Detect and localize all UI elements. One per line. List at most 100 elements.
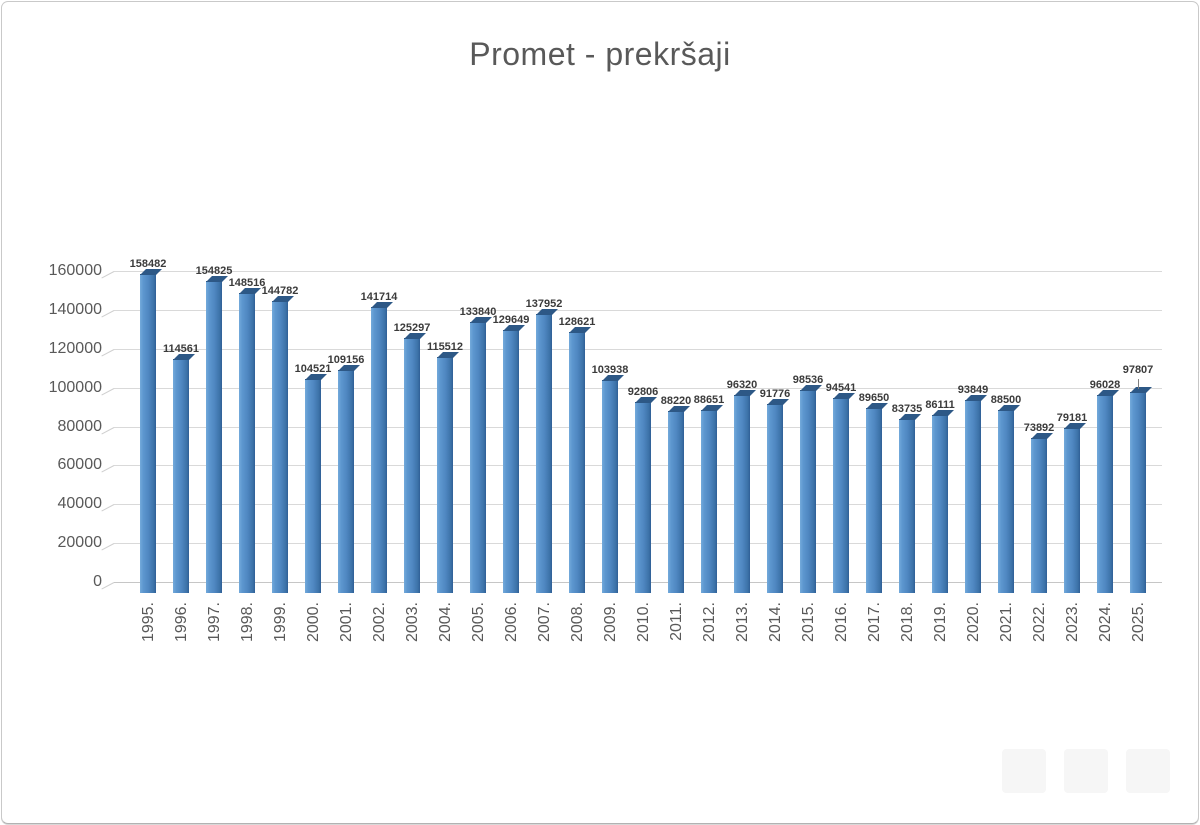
bar <box>305 373 327 593</box>
bar-data-label: 103938 <box>591 363 629 376</box>
bar <box>866 402 888 593</box>
x-tick-label: 2021. <box>998 602 1015 643</box>
bar-data-label: 129649 <box>492 313 530 326</box>
x-tick-label: 2023. <box>1064 602 1081 643</box>
bar <box>635 396 657 593</box>
bar-data-label: 137952 <box>525 297 563 310</box>
y-tick-label: 160000 <box>48 262 102 279</box>
bar <box>602 374 624 593</box>
bar <box>833 393 855 593</box>
bar-data-label: 109156 <box>327 353 365 366</box>
bar-data-label: 83735 <box>891 403 923 416</box>
bar <box>668 405 690 593</box>
bar-data-label: 96320 <box>726 378 758 391</box>
gridline-depth-tick <box>101 309 115 318</box>
y-tick-label: 60000 <box>57 456 103 474</box>
bar-data-label: 154825 <box>195 265 233 278</box>
gridline-depth-tick <box>101 465 115 473</box>
x-tick-label: 2002. <box>371 602 388 643</box>
x-tick-label: 2005. <box>470 602 487 643</box>
bar-data-label: 97807 <box>1122 363 1154 376</box>
bar-data-label: 133840 <box>459 305 497 318</box>
gridline-depth-tick <box>101 387 115 396</box>
chart-title: Promet - prekršaji <box>469 36 731 72</box>
bar <box>536 308 558 593</box>
gridline-depth-tick <box>101 543 115 551</box>
x-tick-label: 2014. <box>767 602 784 643</box>
bar-data-label: 92806 <box>627 385 659 398</box>
x-tick-label: 2019. <box>932 602 949 643</box>
bar-data-label: 115512 <box>426 341 464 354</box>
y-tick-label: 120000 <box>48 339 102 357</box>
gridline <box>114 348 1162 350</box>
y-tick-label: 40000 <box>57 495 103 513</box>
gridline <box>114 271 1162 272</box>
bar-data-label: 88220 <box>660 394 692 407</box>
x-tick-label: 2010. <box>635 602 652 643</box>
bar-data-label: 96028 <box>1089 379 1121 392</box>
x-tick-label: 1999. <box>272 602 289 643</box>
data-label-leader-line <box>1138 378 1139 389</box>
bar-data-label: 98536 <box>792 374 824 387</box>
bar-data-label: 141714 <box>360 290 398 303</box>
bar-data-label: 94541 <box>825 382 857 395</box>
x-tick-label: 2006. <box>503 602 520 643</box>
x-tick-label: 2017. <box>866 602 883 643</box>
x-tick-label: 2000. <box>305 602 322 643</box>
bar <box>899 414 921 593</box>
watermark <box>1002 749 1170 793</box>
bar-data-label: 104521 <box>294 362 332 375</box>
bar-data-label: 79181 <box>1056 412 1088 425</box>
x-tick-label: 2012. <box>701 602 718 643</box>
y-tick-label: 20000 <box>57 534 103 552</box>
x-tick-label: 2025. <box>1130 602 1147 643</box>
x-tick-label: 2003. <box>404 602 421 643</box>
y-tick-label: 100000 <box>48 378 102 396</box>
bar-data-label: 88500 <box>990 393 1022 406</box>
bar-data-label: 73892 <box>1023 422 1055 435</box>
y-tick-label: 80000 <box>57 417 103 435</box>
gridline <box>114 309 1162 311</box>
x-tick-label: 2015. <box>800 602 817 643</box>
x-tick-label: 2007. <box>536 602 553 643</box>
bar-data-label: 114561 <box>162 343 200 356</box>
bar-data-label: 128621 <box>558 315 596 328</box>
watermark-square-icon <box>1064 749 1108 793</box>
x-tick-label: 2024. <box>1097 602 1114 643</box>
x-tick-label: 2018. <box>899 602 916 643</box>
bar <box>338 364 360 593</box>
x-tick-label: 2004. <box>437 602 454 643</box>
y-tick-label: 0 <box>93 573 102 590</box>
bar <box>206 276 228 593</box>
bar <box>272 295 294 593</box>
bar-data-label: 125297 <box>393 322 431 335</box>
bar <box>767 398 789 593</box>
bar <box>503 324 525 593</box>
x-tick-label: 2001. <box>338 602 355 643</box>
y-tick-label: 140000 <box>48 300 102 318</box>
bar <box>998 404 1020 593</box>
bar <box>932 409 954 593</box>
bar <box>1097 390 1119 593</box>
bar-top-face <box>1130 386 1152 393</box>
bar <box>371 301 393 593</box>
bar-data-label: 91776 <box>759 387 791 400</box>
x-tick-label: 1996. <box>173 602 190 643</box>
bar <box>701 404 723 593</box>
gridline <box>114 387 1162 389</box>
bar-data-label: 88651 <box>693 393 725 406</box>
bar <box>800 385 822 593</box>
x-tick-label: 2008. <box>569 602 586 643</box>
x-tick-label: 2011. <box>668 602 685 641</box>
x-tick-label: 2009. <box>602 602 619 643</box>
bar <box>404 333 426 593</box>
bar <box>173 354 195 593</box>
bar-data-label: 93849 <box>957 383 989 396</box>
gridline-depth-tick <box>101 504 115 512</box>
bar-data-label: 86111 <box>925 398 955 411</box>
bar <box>437 352 459 593</box>
x-tick-label: 1995. <box>140 602 157 643</box>
bar <box>965 394 987 593</box>
